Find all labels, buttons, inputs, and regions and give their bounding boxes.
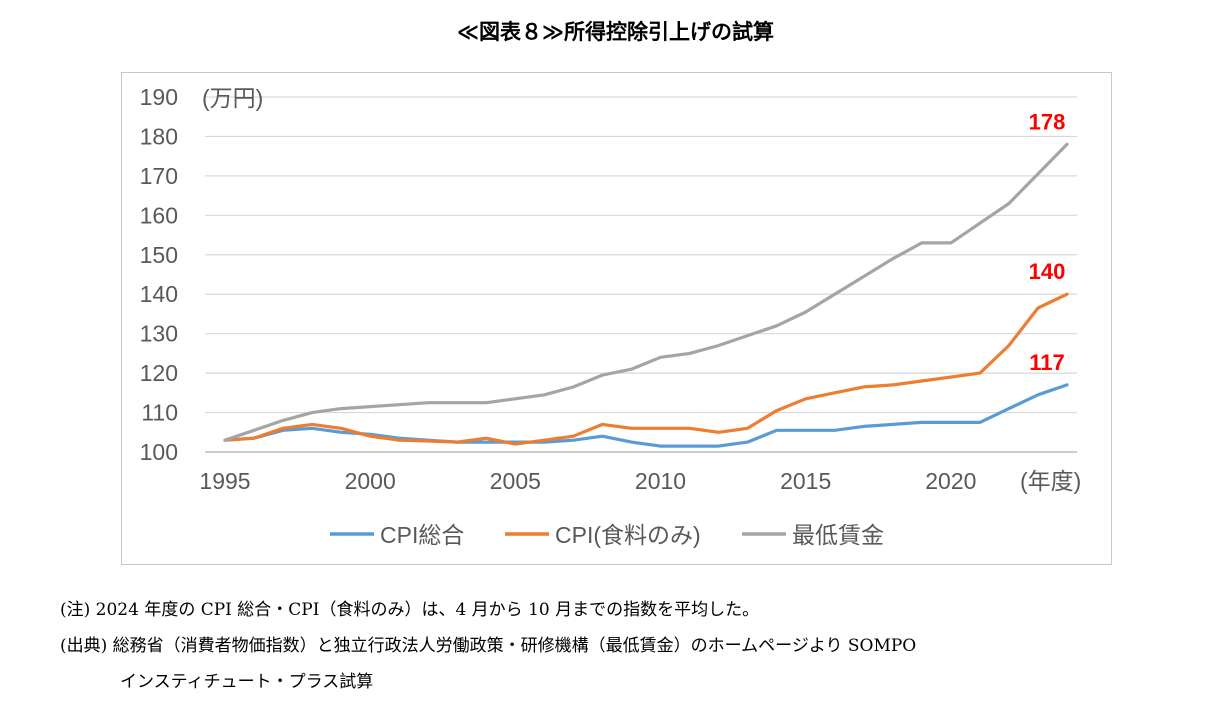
end-data-label: 117 bbox=[1029, 350, 1065, 375]
y-unit-label: (万円) bbox=[202, 85, 263, 111]
legend-label: 最低賃金 bbox=[792, 522, 884, 548]
y-tick-label: 160 bbox=[140, 202, 178, 228]
y-tick-label: 110 bbox=[141, 400, 178, 426]
x-tick-label: 2000 bbox=[345, 468, 396, 494]
chart-title: ≪図表８≫所得控除引上げの試算 bbox=[457, 20, 774, 44]
x-tick-label: 2015 bbox=[780, 468, 831, 494]
x-tick-label: 1995 bbox=[199, 468, 250, 494]
y-tick-label: 140 bbox=[140, 281, 178, 307]
y-tick-label: 190 bbox=[140, 84, 178, 110]
legend-label: CPI(食料のみ) bbox=[555, 522, 701, 548]
x-unit-label: (年度) bbox=[1020, 468, 1081, 494]
y-tick-label: 130 bbox=[140, 321, 178, 347]
source-line: (出典) 総務省（消費者物価指数）と独立行政法人労働政策・研修機構（最低賃金）の… bbox=[60, 636, 917, 656]
end-data-label: 140 bbox=[1029, 259, 1066, 284]
y-tick-label: 100 bbox=[140, 439, 178, 465]
series-line bbox=[223, 383, 1069, 448]
x-tick-label: 2010 bbox=[635, 468, 686, 494]
chart-frame: 100 110 120 130 140 150 160 170 180 190 1995 2000 20… bbox=[121, 72, 1112, 565]
legend-label: CPI総合 bbox=[380, 522, 464, 548]
x-tick-label: 2005 bbox=[490, 468, 541, 494]
y-tick-label: 170 bbox=[140, 163, 178, 189]
line-chart: 100 110 120 130 140 150 160 170 180 190 1995 2000 20… bbox=[140, 84, 1082, 548]
y-tick-label: 180 bbox=[140, 123, 178, 149]
y-tick-label: 150 bbox=[140, 242, 178, 268]
end-data-label: 178 bbox=[1029, 109, 1066, 134]
notes: (注) 2024 年度の CPI 総合・CPI（食料のみ）は、4 月から 10 … bbox=[60, 592, 916, 700]
source-line-continued: インスティチュート・プラス試算 bbox=[120, 672, 374, 692]
note-line: (注) 2024 年度の CPI 総合・CPI（食料のみ）は、4 月から 10 … bbox=[60, 600, 760, 620]
x-tick-label: 2020 bbox=[925, 468, 976, 494]
series-line bbox=[223, 142, 1069, 442]
series-line bbox=[223, 292, 1069, 446]
y-tick-label: 120 bbox=[140, 360, 178, 386]
